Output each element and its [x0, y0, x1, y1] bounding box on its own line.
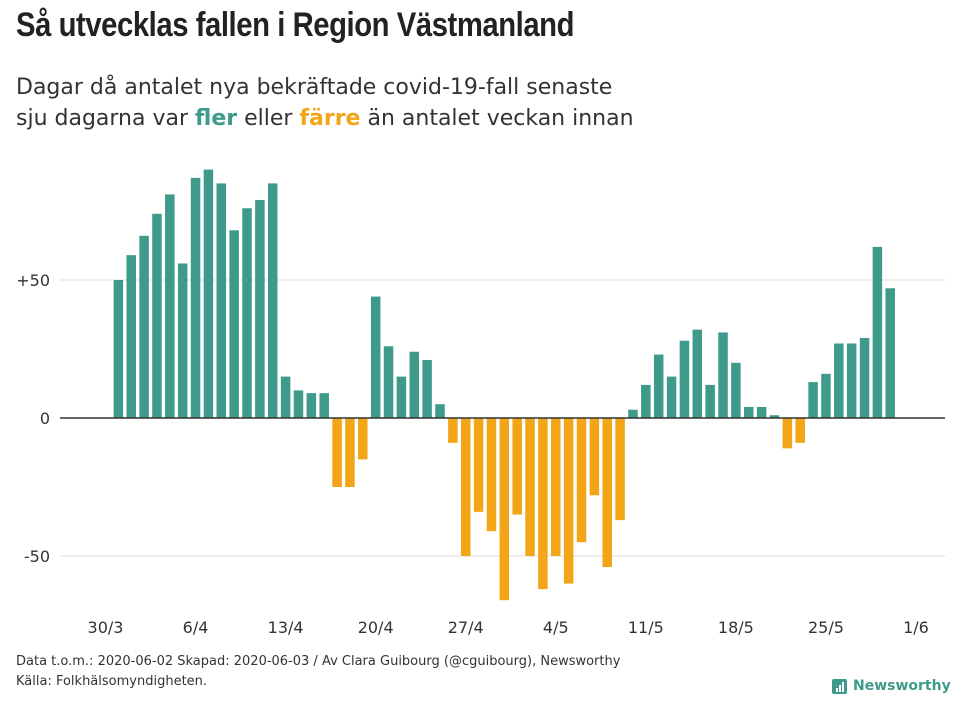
bar	[859, 337, 870, 418]
bar	[383, 346, 394, 418]
bar	[512, 418, 522, 515]
legend-more-label: fler	[195, 106, 238, 131]
bar	[538, 418, 548, 590]
newsworthy-logo-icon	[832, 678, 847, 694]
bar	[846, 343, 857, 418]
bar	[499, 418, 510, 601]
bar	[756, 406, 767, 418]
bar	[872, 246, 883, 418]
bar	[679, 340, 690, 418]
bar	[460, 418, 471, 556]
bar	[358, 418, 368, 460]
bar	[306, 393, 317, 418]
bar	[345, 418, 355, 487]
bar	[653, 354, 664, 418]
bar	[525, 418, 535, 556]
x-tick-label: 25/5	[808, 618, 844, 637]
legend-fewer-label: färre	[299, 106, 361, 131]
bar	[113, 280, 124, 418]
bar	[242, 208, 252, 418]
chart-subtitle: Dagar då antalet nya bekräftade covid-19…	[16, 72, 634, 134]
y-tick-label: 0	[40, 409, 50, 428]
bar	[885, 288, 896, 418]
footer-credits: Data t.o.m.: 2020-06-02 Skapad: 2020-06-…	[16, 654, 621, 669]
x-tick-label: 6/4	[183, 618, 209, 637]
bar	[152, 213, 162, 418]
bar	[190, 177, 201, 418]
bar	[216, 183, 227, 418]
subtitle-line-1: Dagar då antalet nya bekräftade covid-19…	[16, 75, 613, 100]
bar	[139, 235, 149, 418]
brand-logo: Newsworthy	[832, 678, 951, 694]
bar	[821, 373, 831, 418]
footer-source: Källa: Folkhälsomyndigheten.	[16, 674, 208, 689]
bar	[666, 376, 677, 418]
bar	[563, 418, 574, 584]
bar	[795, 418, 805, 443]
bar	[177, 263, 188, 418]
bar	[808, 382, 818, 418]
subtitle-prefix: sju dagarna var	[16, 106, 196, 131]
chart-title: Så utvecklas fallen i Region Västmanland	[16, 6, 575, 44]
bar	[165, 194, 175, 418]
bar	[705, 384, 715, 418]
bar	[126, 255, 136, 418]
y-tick-label: +50	[16, 271, 50, 290]
bar	[268, 183, 278, 418]
subtitle-suffix: än antalet veckan innan	[360, 106, 634, 131]
bar	[203, 169, 214, 418]
bar	[602, 418, 612, 568]
bar	[576, 418, 587, 543]
bar	[255, 199, 265, 418]
x-tick-label: 1/6	[903, 618, 929, 637]
bar	[229, 230, 239, 418]
bar	[473, 418, 484, 512]
bar	[628, 409, 638, 418]
subtitle-middle: eller	[237, 106, 300, 131]
bar	[718, 332, 728, 418]
x-tick-label: 20/4	[358, 618, 394, 637]
chart-footer: Data t.o.m.: 2020-06-02 Skapad: 2020-06-…	[16, 652, 620, 692]
bar	[769, 415, 780, 418]
bar	[692, 329, 703, 418]
bar	[319, 393, 329, 418]
x-tick-label: 27/4	[448, 618, 484, 637]
brand-name: Newsworthy	[853, 678, 951, 694]
bar	[551, 418, 561, 556]
bar	[448, 418, 458, 443]
x-tick-label: 13/4	[268, 618, 304, 637]
bar	[293, 390, 304, 418]
bar-chart: +50 0 -50 30/3 6/4 13/4 20/4 27/4 4/5 11/5 18/5 25/…	[16, 169, 945, 637]
bar	[332, 418, 342, 487]
bar	[396, 376, 407, 418]
x-tick-label: 4/5	[543, 618, 569, 637]
bar	[589, 418, 600, 496]
bar	[486, 418, 497, 532]
y-tick-label: -50	[24, 547, 50, 566]
bar	[280, 376, 291, 418]
bar	[409, 351, 420, 418]
bar	[615, 418, 625, 521]
bar	[834, 343, 844, 418]
x-tick-label: 11/5	[628, 618, 664, 637]
bar	[422, 360, 432, 418]
x-tick-label: 18/5	[718, 618, 754, 637]
bar	[435, 404, 445, 418]
bar	[782, 418, 793, 449]
bar	[731, 362, 741, 418]
x-tick-label: 30/3	[88, 618, 124, 637]
bar	[370, 296, 381, 418]
subtitle-line-2: sju dagarna var fler eller färre än anta…	[16, 103, 634, 134]
bar	[641, 384, 651, 418]
bar	[744, 406, 754, 418]
